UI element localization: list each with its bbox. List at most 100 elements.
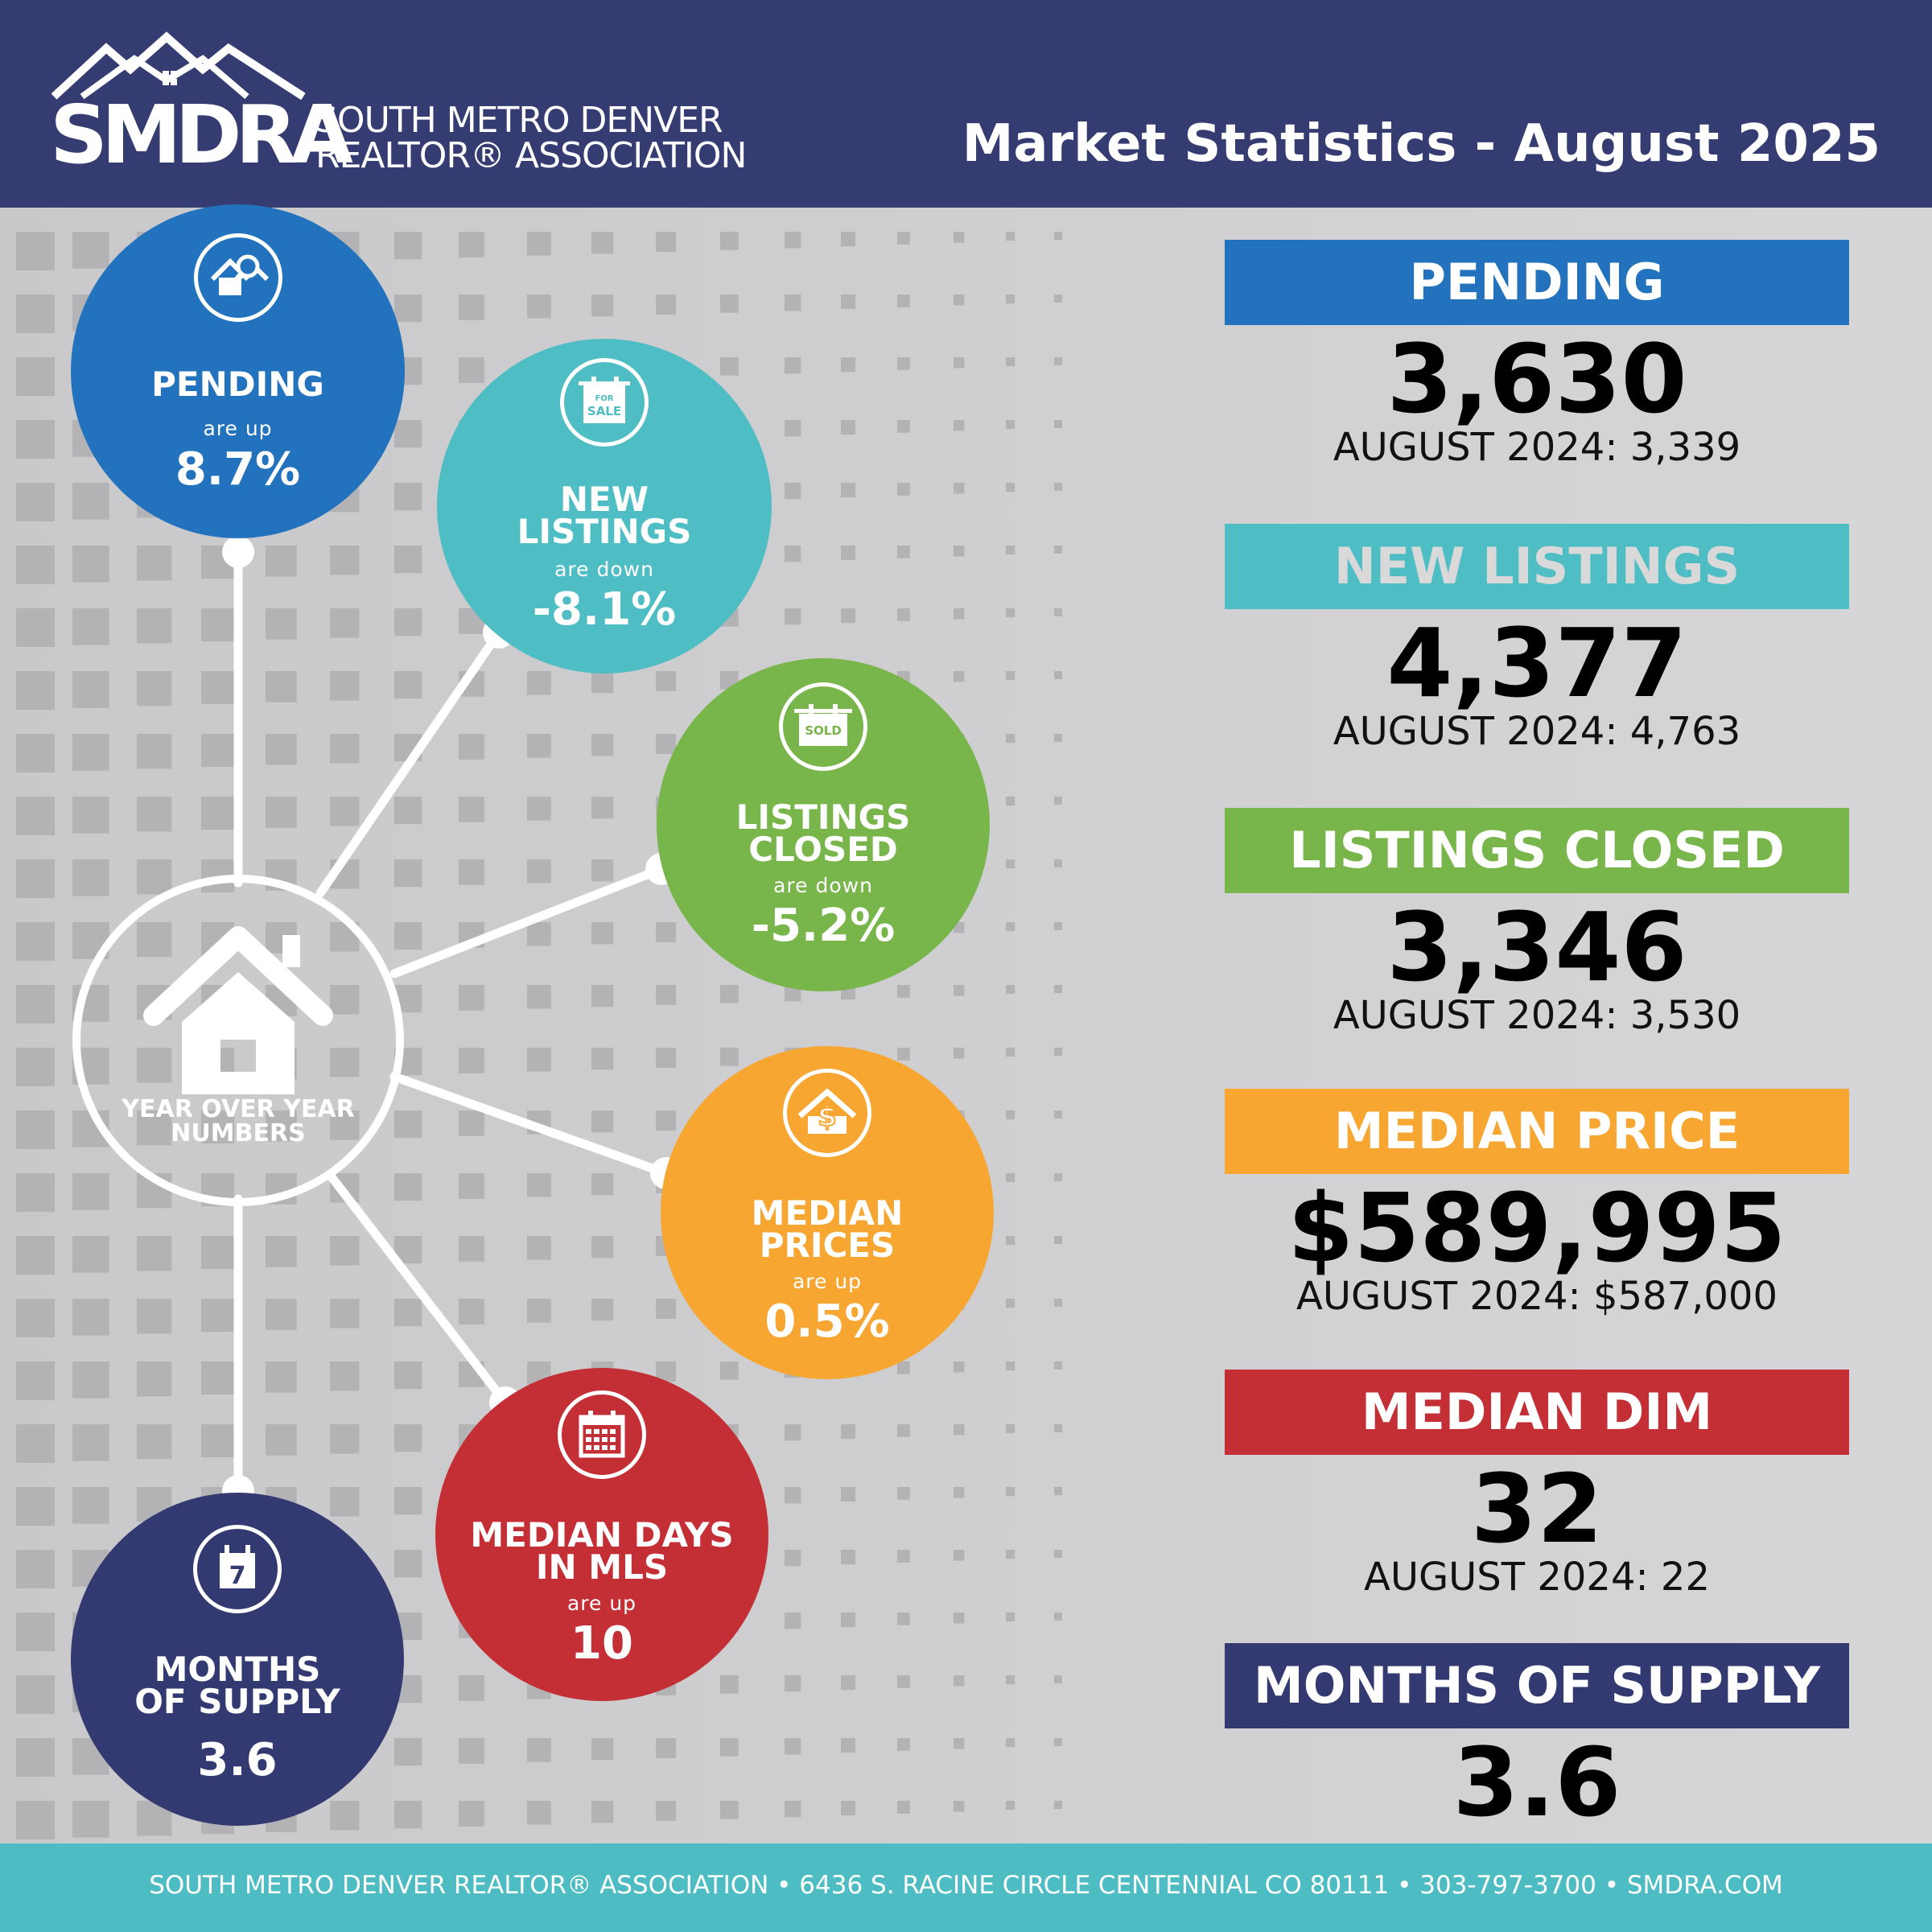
background-square xyxy=(591,922,614,945)
background-square xyxy=(201,1299,235,1333)
background-square xyxy=(656,1048,676,1068)
background-square xyxy=(591,1048,614,1070)
page-title: Market Statistics - August 2025 xyxy=(962,114,1881,174)
background-square xyxy=(72,1801,109,1838)
stat-pending-title: PENDING xyxy=(1225,240,1849,325)
background-square xyxy=(656,1299,676,1319)
background-square xyxy=(459,1048,484,1073)
background-square xyxy=(394,1550,422,1578)
background-square xyxy=(1006,1173,1015,1183)
background-square xyxy=(954,1424,965,1436)
background-square xyxy=(954,232,965,243)
background-square xyxy=(394,1361,422,1390)
background-square xyxy=(1054,1738,1062,1746)
background-square xyxy=(266,1424,297,1456)
background-square xyxy=(1054,922,1062,930)
median-prices-label-line1: MEDIAN xyxy=(751,1193,904,1233)
background-square xyxy=(954,1361,965,1373)
new-listings-label-line1: NEW xyxy=(559,480,649,519)
background-square xyxy=(720,232,739,250)
background-square xyxy=(656,1110,676,1131)
background-square xyxy=(954,1801,965,1812)
calendar-number: 7 xyxy=(229,1562,246,1590)
background-square xyxy=(897,1361,910,1374)
background-square xyxy=(72,734,109,771)
background-square xyxy=(16,1550,55,1588)
background-square xyxy=(394,1738,422,1766)
background-square xyxy=(527,797,551,821)
background-square xyxy=(785,483,801,500)
background-square xyxy=(394,483,422,511)
background-square xyxy=(897,1801,910,1814)
background-square xyxy=(527,295,551,319)
year-over-year-hub: YEAR OVER YEAR NUMBERS xyxy=(72,875,404,1206)
new-listings-circle: FOR SALE NEW LISTINGS are down -8.1% xyxy=(437,339,772,674)
stat-months-of-supply-title: MONTHS OF SUPPLY xyxy=(1225,1643,1849,1728)
background-square xyxy=(394,1801,422,1829)
background-square xyxy=(897,1424,910,1437)
background-square xyxy=(841,1613,856,1628)
background-square xyxy=(72,1424,109,1461)
new-listings-label: NEW LISTINGS xyxy=(437,480,772,551)
for-sale-text-for: FOR xyxy=(595,394,613,403)
new-listings-label-line2: LISTINGS xyxy=(517,512,692,551)
background-square xyxy=(394,1424,422,1452)
listings-closed-circle: SOLD LISTINGS CLOSED are down -5.2% xyxy=(657,658,990,991)
background-square xyxy=(954,483,965,494)
svg-text:$: $ xyxy=(818,1101,837,1133)
background-square xyxy=(266,1236,297,1267)
background-square xyxy=(785,608,801,625)
background-square xyxy=(954,420,965,431)
background-square xyxy=(137,797,172,832)
background-square xyxy=(1054,1550,1062,1558)
background-square xyxy=(591,1299,614,1321)
background-square xyxy=(72,1487,109,1524)
median-days-label: MEDIAN DAYS IN MLS xyxy=(435,1518,768,1584)
background-square xyxy=(1054,1487,1062,1495)
background-square xyxy=(16,546,55,584)
background-square xyxy=(16,483,55,521)
listings-closed-change-value: -5.2% xyxy=(751,900,896,952)
median-prices-label-line2: PRICES xyxy=(759,1226,896,1265)
listings-closed-label-line2: CLOSED xyxy=(748,830,898,869)
background-square xyxy=(527,922,551,946)
background-square xyxy=(394,420,422,448)
background-square xyxy=(785,546,801,562)
background-square xyxy=(1006,546,1015,555)
background-square xyxy=(137,1361,172,1397)
background-square xyxy=(897,985,910,998)
background-square xyxy=(591,671,614,694)
stat-new-listings-title: NEW LISTINGS xyxy=(1225,524,1849,609)
background-square xyxy=(954,1487,965,1498)
background-square xyxy=(785,1738,801,1755)
background-square xyxy=(459,1675,484,1701)
background-square xyxy=(201,734,235,768)
stat-new-listings-previous: AUGUST 2024: 4,763 xyxy=(1333,709,1741,754)
sold-sign-icon: SOLD xyxy=(779,682,867,771)
background-square xyxy=(201,1361,235,1395)
header-bar: SMDRA SOUTH METRO DENVER REALTOR® ASSOCI… xyxy=(0,0,1932,208)
listings-closed-direction: are down xyxy=(773,874,873,897)
background-square xyxy=(459,232,484,257)
background-square xyxy=(16,295,55,333)
background-square xyxy=(1006,295,1015,304)
stat-median-dim-previous: AUGUST 2024: 22 xyxy=(1363,1555,1710,1600)
background-square xyxy=(841,1550,856,1565)
stat-pending-value: 3,630 xyxy=(1386,323,1687,435)
background-square xyxy=(1006,1613,1015,1622)
background-square xyxy=(137,1236,172,1271)
stat-pending-previous: AUGUST 2024: 3,339 xyxy=(1333,425,1741,470)
background-square xyxy=(16,1675,55,1714)
background-square xyxy=(785,357,801,374)
background-square xyxy=(16,1738,55,1777)
background-square xyxy=(394,922,422,950)
background-square xyxy=(394,1173,422,1201)
background-square xyxy=(16,1801,55,1839)
house-magnifier-icon xyxy=(193,233,282,322)
background-square xyxy=(527,1173,551,1197)
background-square xyxy=(1054,483,1062,491)
background-square xyxy=(1006,734,1015,744)
sold-text: SOLD xyxy=(805,723,842,738)
background-square xyxy=(591,859,614,882)
background-square xyxy=(841,1487,856,1502)
